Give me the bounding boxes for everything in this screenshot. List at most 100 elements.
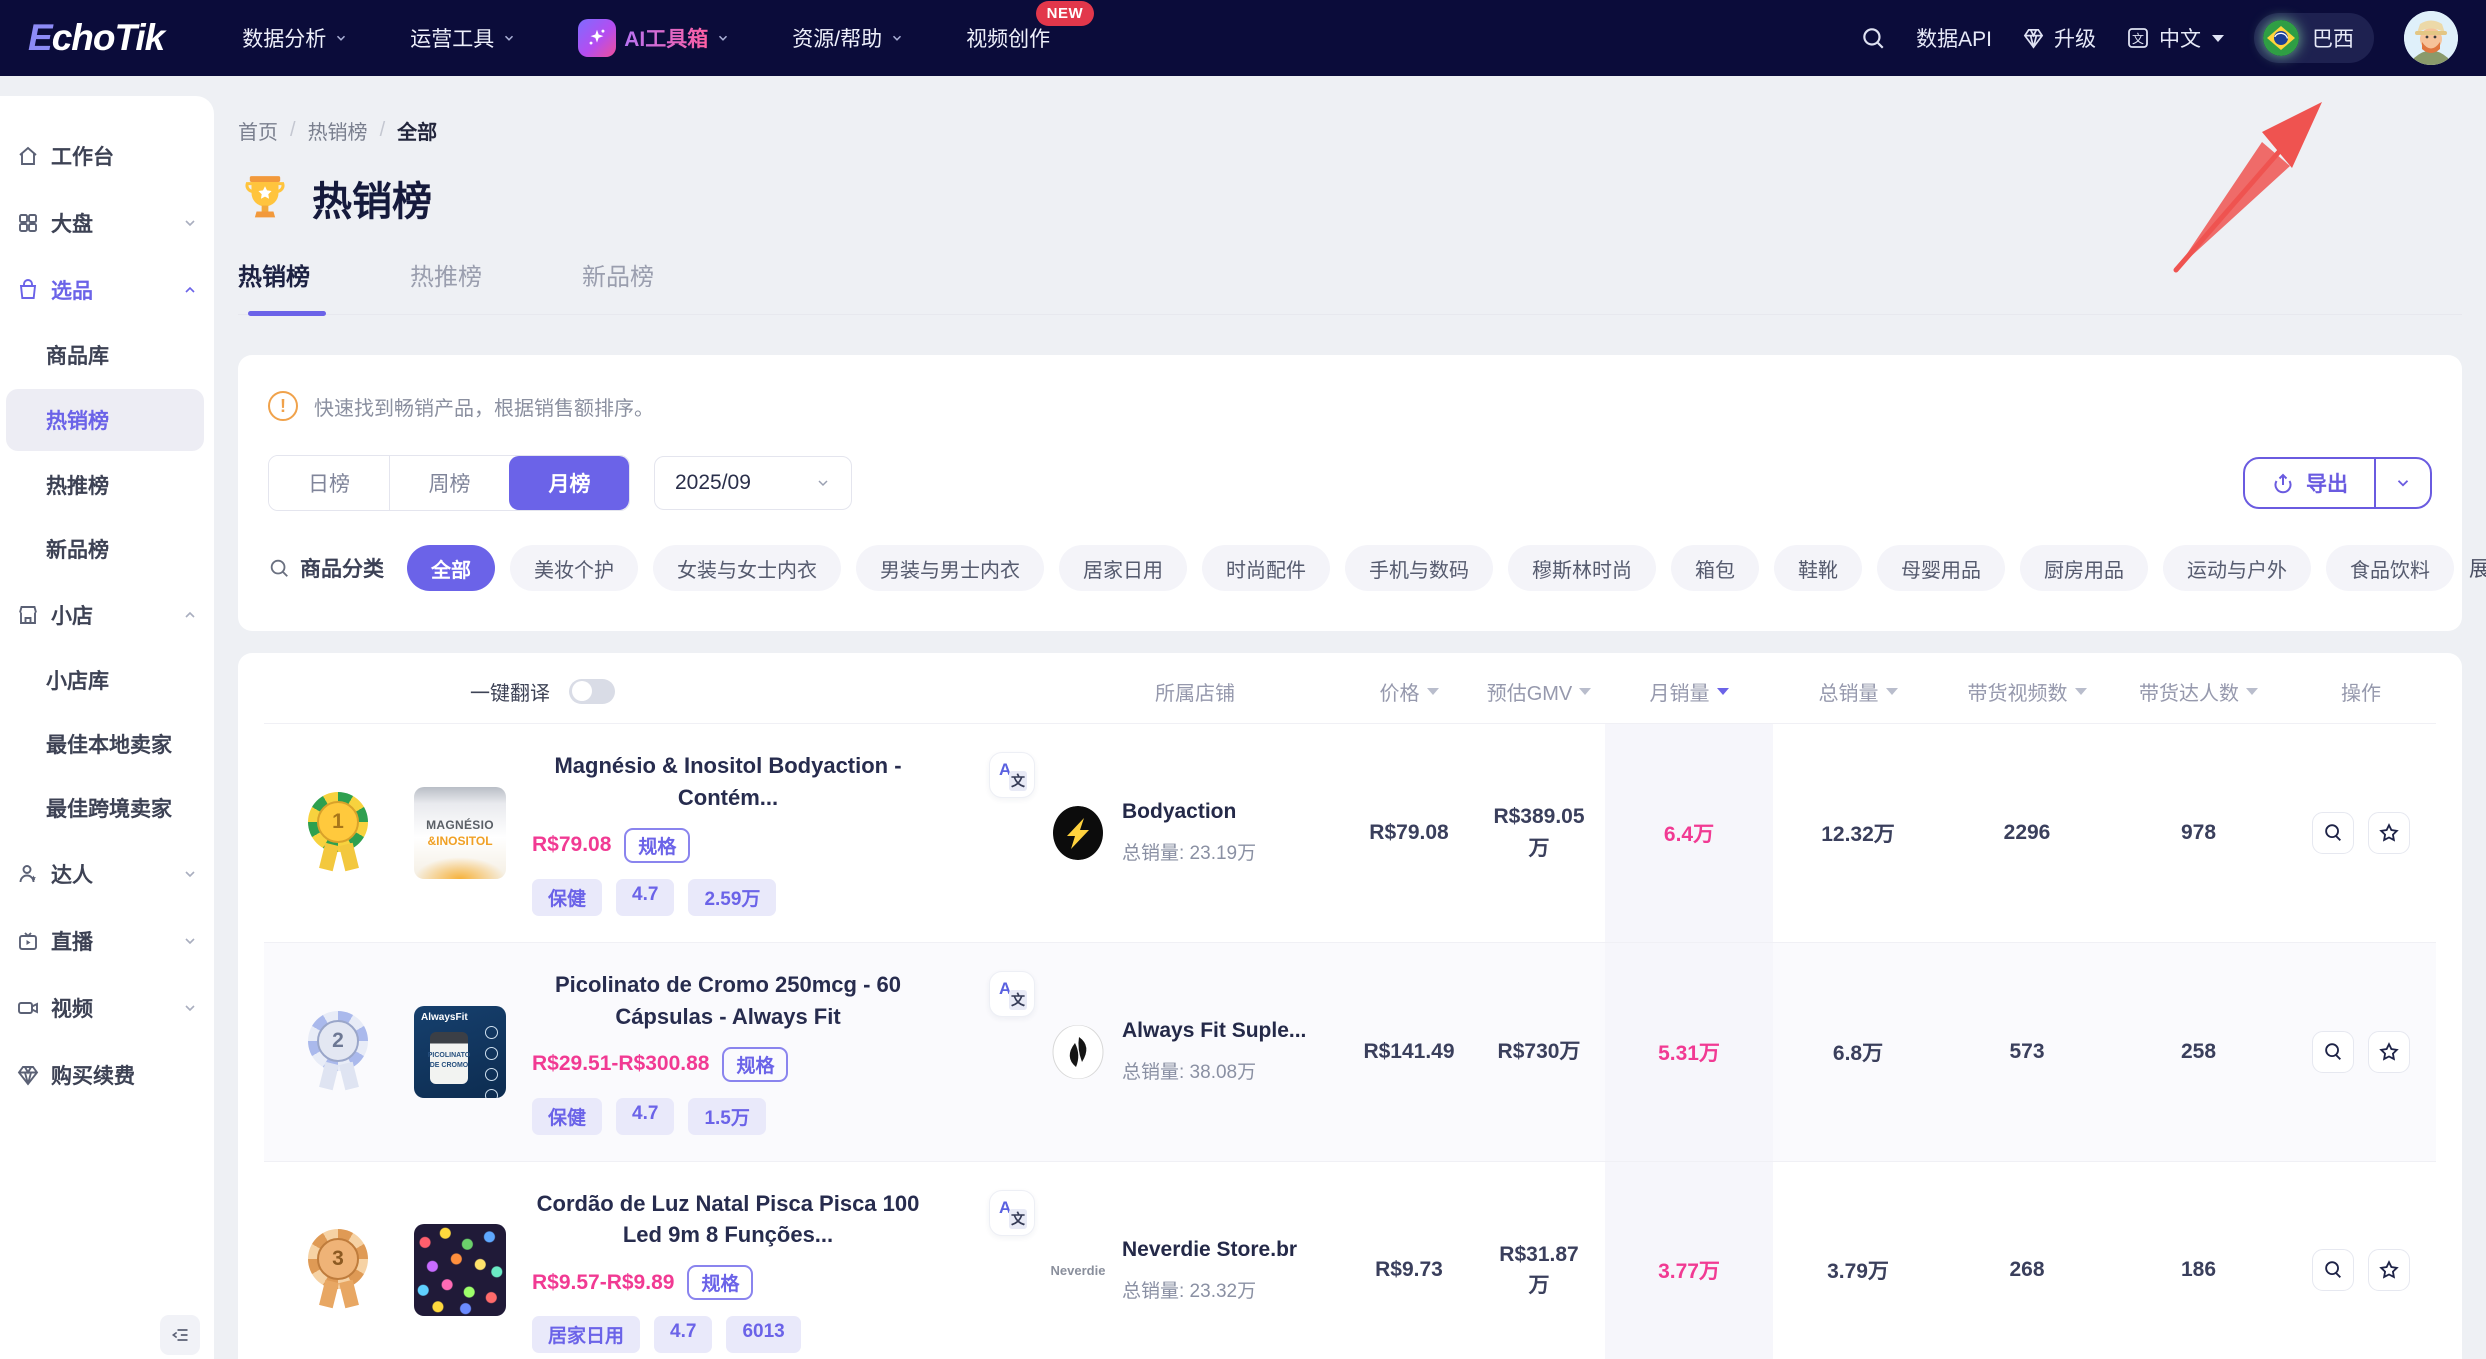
search-icon[interactable] [1860, 25, 1886, 51]
favorite-button[interactable] [2368, 1030, 2410, 1073]
page-title: 热销榜 [312, 180, 432, 224]
product-cell: 1 MAGNÉSIO &INOSITOL Magnésio & Inositol… [264, 724, 1045, 942]
column-store: 所属店铺 [1155, 682, 1235, 705]
upgrade-link[interactable]: 升级 [2022, 23, 2096, 53]
category-chip[interactable]: 鞋靴 [1774, 545, 1862, 591]
spec-badge[interactable]: 规格 [722, 1046, 789, 1082]
sidebar-item-best-crossborder-sellers[interactable]: 最佳跨境卖家 [46, 798, 172, 821]
star-icon [2379, 1260, 2399, 1280]
store-cell[interactable]: Always Fit Suple... 总销量: 38.08万 [1045, 943, 1345, 1161]
favorite-button[interactable] [2368, 811, 2410, 854]
language-selector[interactable]: 文 中文 [2126, 23, 2224, 53]
tab-hot-sales[interactable]: 热销榜 [238, 264, 310, 291]
analyze-button[interactable] [2312, 1030, 2354, 1073]
breadcrumb-home[interactable]: 首页 [238, 122, 278, 144]
rank-weekly-button[interactable]: 周榜 [389, 456, 509, 510]
logo[interactable]: EchoTik [28, 17, 165, 58]
sidebar-collapse-button[interactable] [160, 1315, 200, 1355]
column-monthly-sales[interactable]: 月销量 [1605, 677, 1773, 706]
sidebar-item-livestream[interactable]: 直播 [0, 907, 214, 974]
magnifier-icon [2325, 824, 2341, 841]
breadcrumb-section[interactable]: 热销榜 [307, 122, 368, 144]
export-options-button[interactable] [2374, 459, 2430, 507]
analyze-button[interactable] [2312, 811, 2354, 854]
store-icon [19, 605, 37, 624]
sidebar-item-shop-library[interactable]: 小店库 [46, 670, 109, 693]
menu-video-creation[interactable]: 视频创作 NEW [966, 1, 1095, 53]
rank-monthly-button[interactable]: 月榜 [509, 456, 629, 510]
tip-text: 快速找到畅销产品，根据销售额排序。 [314, 397, 654, 420]
menu-resources-help[interactable]: 资源/帮助 [792, 23, 904, 53]
category-chip[interactable]: 母婴用品 [1877, 545, 2005, 591]
export-button[interactable]: 导出 [2245, 459, 2374, 507]
translate-toggle[interactable] [569, 678, 615, 704]
sidebar-item-workbench[interactable]: 工作台 [0, 122, 214, 189]
product-title[interactable]: Picolinato de Cromo 250mcg - 60 Cápsulas… [555, 971, 901, 1029]
sidebar-item-product-library[interactable]: 商品库 [46, 345, 109, 368]
favorite-button[interactable] [2368, 1249, 2410, 1292]
category-chip[interactable]: 厨房用品 [2020, 545, 2148, 591]
table-row: 2 AlwaysFit PICOLINATO DE CROMO Picolina… [264, 941, 2436, 1161]
reviews-tag: 2.59万 [688, 878, 777, 916]
product-image[interactable]: AlwaysFit PICOLINATO DE CROMO [414, 1005, 506, 1098]
sidebar-item-hot-sales[interactable]: 热销榜 [6, 389, 204, 451]
category-chip-all[interactable]: 全部 [407, 545, 495, 591]
category-chip[interactable]: 时尚配件 [1202, 545, 1330, 591]
sidebar-item-creators[interactable]: 达人 [0, 840, 214, 907]
expand-categories-link[interactable]: 展开 [2469, 558, 2486, 581]
product-image[interactable]: MAGNÉSIO &INOSITOL [414, 786, 506, 879]
sidebar-item-dashboard[interactable]: 大盘 [0, 189, 214, 256]
spec-badge[interactable]: 规格 [624, 827, 691, 863]
tab-new-products[interactable]: 新品榜 [582, 264, 654, 291]
sidebar-item-shops[interactable]: 小店 [0, 581, 214, 648]
column-creators[interactable]: 带货达人数 [2111, 677, 2286, 706]
month-select[interactable]: 2025/09 [654, 456, 852, 510]
store-cell[interactable]: Bodyaction 总销量: 23.19万 [1045, 724, 1345, 942]
tab-hot-promotion[interactable]: 热推榜 [410, 264, 482, 291]
search-icon [270, 559, 288, 577]
menu-ai-toolbox[interactable]: AI工具箱 [578, 19, 730, 57]
sidebar-item-new-products[interactable]: 新品榜 [46, 539, 109, 562]
rank-type-group: 日榜 周榜 月榜 [268, 455, 630, 511]
category-chip[interactable]: 穆斯林时尚 [1508, 545, 1656, 591]
product-image[interactable] [414, 1224, 506, 1317]
user-avatar[interactable] [2404, 11, 2458, 65]
column-videos[interactable]: 带货视频数 [1943, 677, 2111, 706]
rank-daily-button[interactable]: 日榜 [269, 456, 389, 510]
sidebar-item-videos[interactable]: 视频 [0, 974, 214, 1041]
sidebar-item-best-local-sellers[interactable]: 最佳本地卖家 [46, 734, 172, 757]
menu-operation-tools[interactable]: 运营工具 [410, 23, 516, 53]
category-chip[interactable]: 男装与男士内衣 [856, 545, 1044, 591]
column-price[interactable]: 价格 [1345, 677, 1473, 706]
category-chip[interactable]: 美妆个护 [510, 545, 638, 591]
spec-badge[interactable]: 规格 [687, 1265, 754, 1301]
data-api-link[interactable]: 数据API [1916, 28, 1992, 51]
column-total-sales[interactable]: 总销量 [1773, 677, 1943, 706]
chevron-down-icon [337, 35, 346, 41]
category-chip[interactable]: 女装与女士内衣 [653, 545, 841, 591]
gmv-cell: R$31.87万 [1499, 1242, 1579, 1298]
category-chip[interactable]: 箱包 [1671, 545, 1759, 591]
menu-data-analysis[interactable]: 数据分析 [242, 23, 348, 53]
ai-sparkle-icon [578, 19, 617, 57]
analyze-button[interactable] [2312, 1249, 2354, 1292]
store-cell[interactable]: Neverdie Neverdie Store.br 总销量: 23.32万 [1045, 1162, 1345, 1359]
category-chip[interactable]: 运动与户外 [2163, 545, 2311, 591]
category-chip[interactable]: 食品饮料 [2326, 545, 2454, 591]
sidebar-item-hot-promotion[interactable]: 热推榜 [46, 475, 109, 498]
category-chip[interactable]: 手机与数码 [1345, 545, 1493, 591]
product-title[interactable]: Magnésio & Inositol Bodyaction - Contém.… [554, 753, 902, 810]
region-selector[interactable]: 巴西 [2254, 13, 2374, 63]
category-chip[interactable]: 居家日用 [1059, 545, 1187, 591]
sidebar-item-product-selection[interactable]: 选品 [0, 256, 214, 323]
product-title[interactable]: Cordão de Luz Natal Pisca Pisca 100 Led … [536, 1190, 920, 1248]
sidebar-item-purchase-renew[interactable]: 购买续费 [0, 1041, 214, 1108]
table-header: 一键翻译 所属店铺 价格 预估GMV 月销量 总销量 带货视频数 带货达人数 操… [264, 659, 2436, 723]
price-cell: R$79.08 [1369, 820, 1449, 844]
sort-caret-active-icon [1716, 687, 1729, 695]
column-gmv[interactable]: 预估GMV [1473, 677, 1605, 706]
